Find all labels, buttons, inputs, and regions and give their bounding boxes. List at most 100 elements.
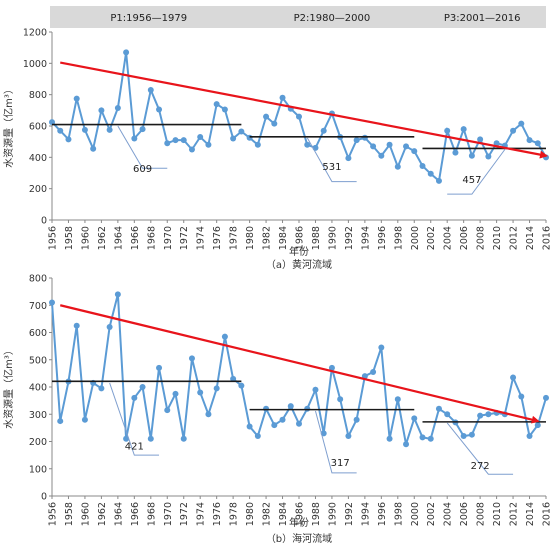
data-point (263, 113, 270, 120)
x-tick-label: 1988 (311, 502, 322, 526)
data-point (164, 407, 171, 414)
data-point (460, 433, 467, 440)
data-point (328, 364, 335, 371)
callout-leader (306, 137, 357, 183)
chart-yellow-river: P1:1956—1979 P2:1980—2000 P3:2001—2016 0 200… (2, 6, 550, 271)
callout-leader (109, 382, 160, 456)
data-point (427, 435, 434, 442)
x-tick-label: 1990 (327, 502, 338, 526)
y-tick-label: 200 (29, 184, 47, 195)
period-mean-label: 531 (322, 162, 341, 173)
data-point (197, 133, 204, 140)
x-tick-label: 1994 (360, 226, 371, 250)
x-tick-label: 1984 (278, 226, 289, 250)
y-tick-label: 600 (29, 122, 47, 133)
data-point (444, 127, 451, 134)
data-point (279, 94, 286, 101)
data-point (139, 126, 146, 133)
x-tick-label: 1990 (327, 226, 338, 250)
x-tick-label: 2006 (459, 226, 470, 250)
x-tick-label: 1998 (393, 502, 404, 526)
data-point (65, 136, 72, 143)
data-point (156, 106, 163, 113)
data-point (477, 412, 484, 419)
data-point (254, 433, 261, 440)
y-tick-label: 0 (41, 216, 47, 227)
x-tick-label: 1982 (262, 502, 273, 526)
data-point (57, 127, 64, 134)
data-point (386, 141, 393, 148)
x-tick-label: 1964 (113, 226, 124, 250)
data-point (518, 120, 525, 127)
x-tick-label: 1976 (212, 226, 223, 250)
data-point (304, 141, 311, 148)
data-point (271, 422, 278, 429)
x-tick-label: 1958 (64, 226, 75, 250)
data-point (345, 433, 352, 440)
data-point (197, 389, 204, 396)
data-point (394, 396, 401, 403)
x-tick-label: 1994 (360, 502, 371, 526)
data-point (49, 119, 55, 126)
x-tick-label: 1974 (196, 226, 207, 250)
x-tick-label: 1960 (80, 226, 91, 250)
data-point (123, 435, 130, 442)
data-point (403, 441, 410, 448)
x-tick-label: 1992 (344, 502, 355, 526)
data-point (345, 155, 352, 162)
x-tick-label: 1980 (245, 226, 256, 250)
x-tick-label: 1970 (163, 226, 174, 250)
data-point (131, 394, 138, 401)
x-tick-label: 1976 (212, 502, 223, 526)
x-tick-label: 1978 (229, 502, 240, 526)
data-point (370, 143, 377, 150)
x-tick-label: 1986 (295, 226, 306, 250)
y-axis-title: 水资源量（亿m³） (2, 345, 15, 429)
data-point (419, 434, 426, 441)
data-point (337, 396, 344, 403)
data-point (386, 435, 393, 442)
x-tick-label: 1956 (48, 226, 59, 250)
data-point (230, 375, 237, 382)
data-point (526, 433, 533, 440)
x-tick-label: 1970 (163, 502, 174, 526)
x-tick-label: 1958 (64, 502, 75, 526)
data-point (493, 140, 500, 147)
x-tick-label: 1968 (146, 226, 157, 250)
data-point (543, 394, 549, 401)
data-point (106, 324, 113, 331)
data-point (81, 126, 88, 133)
data-point (370, 369, 377, 376)
data-point (57, 418, 64, 425)
data-point (114, 291, 121, 298)
data-point (81, 416, 88, 423)
data-point (156, 364, 163, 371)
x-tick-label: 1962 (97, 226, 108, 250)
data-point (353, 416, 360, 423)
x-tick-label: 1962 (97, 502, 108, 526)
data-point (444, 411, 451, 418)
data-point (468, 431, 475, 438)
trend-arrow (60, 61, 548, 159)
y-tick-label: 400 (29, 383, 47, 394)
x-tick-label: 2004 (443, 226, 454, 250)
data-point (296, 420, 302, 427)
x-tick-label: 2006 (459, 502, 470, 526)
period-mean-label: 421 (125, 442, 144, 453)
data-point (263, 405, 270, 412)
data-point (230, 135, 237, 142)
data-point (188, 355, 195, 362)
data-point (460, 126, 467, 133)
data-point (188, 146, 195, 153)
data-point (221, 333, 228, 340)
x-tick-label: 2016 (542, 226, 550, 250)
data-point (378, 344, 385, 351)
x-axis-title: 年份 (289, 516, 309, 529)
x-tick-label: 2008 (476, 502, 487, 526)
data-point (378, 152, 385, 159)
x-tick-label: 2002 (426, 502, 437, 526)
data-point (279, 416, 286, 423)
callout-leader (314, 410, 357, 474)
data-point (98, 107, 105, 114)
